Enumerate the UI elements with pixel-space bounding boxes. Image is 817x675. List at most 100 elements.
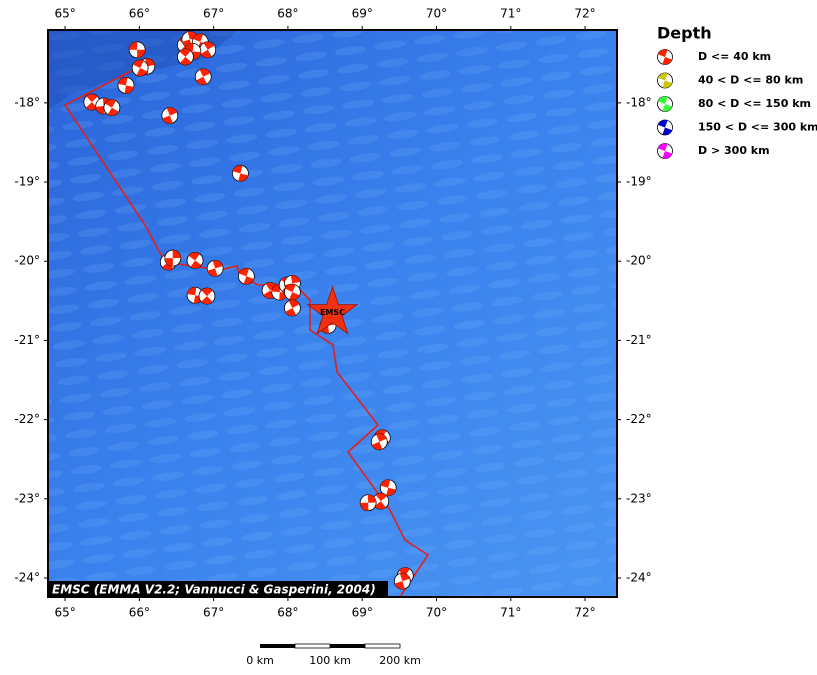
scale-segment xyxy=(364,643,401,649)
ball-quadrant xyxy=(285,284,300,301)
focal-mechanism xyxy=(370,433,388,451)
ball-quadrant xyxy=(360,494,377,511)
scale-label: 100 km xyxy=(309,654,351,667)
legend-label: 80 < D <= 150 km xyxy=(698,97,811,110)
focal-mechanism xyxy=(657,49,673,65)
ball-quadrant xyxy=(200,41,215,58)
focal-mechanism xyxy=(128,41,146,59)
y-tick-label: -24° xyxy=(626,570,652,584)
y-tick-label: -20° xyxy=(14,254,40,268)
focal-mechanism xyxy=(359,494,377,512)
epicenter: EMSC xyxy=(306,285,359,335)
ball-quadrant xyxy=(179,48,192,65)
focal-mechanism xyxy=(181,31,199,48)
ball-quadrant xyxy=(105,99,119,116)
ball-quadrant xyxy=(164,250,181,267)
legend-label: D > 300 km xyxy=(698,144,770,157)
legend-items: D <= 40 km 40 < D <= 80 km 80 < D <= 150 k… xyxy=(657,49,817,159)
axes: 65° 65° 66° 66° 67° 67° 68° 68° 69° 69° 70° 70° 71° 7… xyxy=(14,7,651,620)
y-tick-label: -22° xyxy=(14,412,40,426)
x-tick-label: 72° xyxy=(574,606,595,620)
focal-mechanism xyxy=(164,249,182,267)
ball-quadrant xyxy=(162,107,178,124)
ball-quadrant xyxy=(394,573,410,590)
y-tick-label: -18° xyxy=(14,95,40,109)
y-tick-label: -23° xyxy=(626,491,652,505)
x-tick-label: 70° xyxy=(426,606,447,620)
scale-bar: 0 km 100 km 200 km xyxy=(246,643,421,667)
map-frame xyxy=(47,29,618,598)
x-tick-label: 68° xyxy=(277,7,298,21)
focal-mechanism xyxy=(117,77,135,94)
ball-quadrant xyxy=(184,43,201,60)
x-tick-label: 68° xyxy=(277,606,298,620)
ball-quadrant xyxy=(371,433,387,450)
ball-quadrant xyxy=(188,252,202,269)
y-tick-label: -21° xyxy=(14,333,40,347)
focal-mechanism xyxy=(199,41,217,59)
ball-quadrant xyxy=(238,268,254,285)
x-tick-label: 67° xyxy=(203,7,224,21)
x-tick-label: 69° xyxy=(352,7,373,21)
y-tick-label: -20° xyxy=(626,254,652,268)
x-tick-label: 69° xyxy=(352,606,373,620)
scale-segment xyxy=(330,644,365,648)
ball-quadrant xyxy=(263,282,277,299)
ball-quadrant xyxy=(657,96,673,112)
scale-segment xyxy=(260,644,295,648)
map-area: EMSC EMSC (EMMA V2.2; Vannucci & Gasperi… xyxy=(48,30,617,597)
y-tick-label: -21° xyxy=(626,333,652,347)
x-tick-label: 66° xyxy=(129,7,150,21)
scale-segment xyxy=(294,643,331,649)
scale-label: 200 km xyxy=(379,654,421,667)
focal-mechanism xyxy=(194,68,212,86)
x-tick-label: 72° xyxy=(574,7,595,21)
y-tick-label: -24° xyxy=(14,570,40,584)
ball-quadrant xyxy=(182,31,198,48)
focal-mechanism xyxy=(237,267,255,285)
legend: Depth D <= 40 km 40 < D <= 80 km 80 < D <=… xyxy=(657,24,817,159)
x-tick-label: 71° xyxy=(500,7,521,21)
legend-title: Depth xyxy=(657,24,712,43)
ball-quadrant xyxy=(207,260,223,277)
focal-mechanism xyxy=(206,259,224,277)
ball-quadrant xyxy=(132,60,148,77)
focal-mechanism xyxy=(161,107,179,124)
y-tick-label: -19° xyxy=(626,175,652,189)
focal-mechanism xyxy=(231,164,249,182)
scale-label: 0 km xyxy=(246,654,274,667)
focal-mechanism xyxy=(657,96,673,112)
x-tick-label: 65° xyxy=(54,606,75,620)
ball-quadrant xyxy=(232,165,249,182)
epicenter-star xyxy=(306,285,359,335)
ball-quadrant xyxy=(657,143,673,159)
focal-mechanism xyxy=(379,479,397,497)
focal-mechanism xyxy=(177,48,194,66)
ball-quadrant xyxy=(201,288,213,305)
credit-box xyxy=(48,581,388,597)
x-tick-label: 67° xyxy=(203,606,224,620)
ball-quadrant xyxy=(271,284,288,301)
y-tick-label: -23° xyxy=(14,491,40,505)
ball-quadrant xyxy=(380,479,396,496)
focal-mechanism xyxy=(186,252,204,269)
focal-mechanism xyxy=(103,99,121,117)
focal-mechanism xyxy=(657,119,673,136)
focal-mechanism xyxy=(131,59,149,77)
ball-quadrant xyxy=(85,94,98,111)
y-tick-label: -19° xyxy=(14,175,40,189)
x-tick-label: 66° xyxy=(129,606,150,620)
y-tick-label: -18° xyxy=(626,95,652,109)
ball-quadrant xyxy=(285,299,300,316)
legend-label: 150 < D <= 300 km xyxy=(698,121,817,134)
focal-mechanism xyxy=(657,143,673,159)
ball-quadrant xyxy=(129,41,146,58)
ball-quadrant xyxy=(657,49,673,65)
credit: EMSC (EMMA V2.2; Vannucci & Gasperini, 2… xyxy=(52,583,376,597)
legend-label: 40 < D <= 80 km xyxy=(698,74,803,87)
focal-mechanism xyxy=(283,299,301,317)
x-tick-label: 71° xyxy=(500,606,521,620)
y-tick-label: -22° xyxy=(626,412,652,426)
focal-mechanism xyxy=(283,283,301,301)
